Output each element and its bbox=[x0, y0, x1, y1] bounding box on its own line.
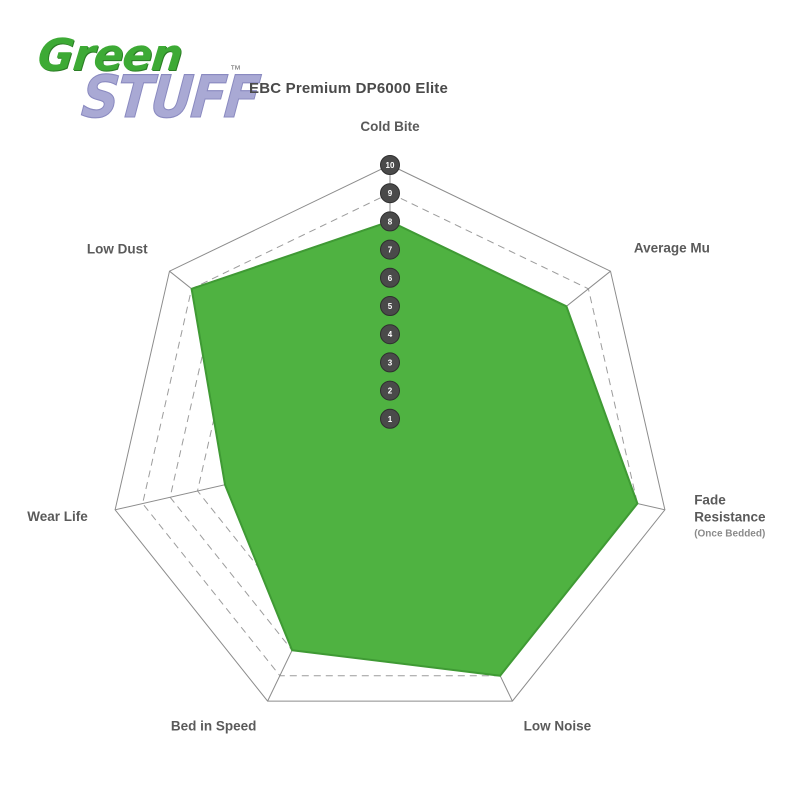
scale-marker-1: 1 bbox=[380, 408, 400, 429]
scale-marker-7: 7 bbox=[380, 239, 400, 260]
scale-marker-10: 10 bbox=[380, 155, 400, 175]
radar-area-fill-0 bbox=[190, 220, 639, 677]
axis-label-low-noise: Low Noise bbox=[524, 719, 592, 734]
scale-marker-label: 5 bbox=[388, 302, 393, 311]
scale-marker-label: 7 bbox=[388, 246, 393, 255]
trademark-symbol: ™ bbox=[230, 64, 241, 76]
axis-label-fade-resistance-line2: Resistance bbox=[694, 509, 766, 524]
scale-marker-label: 6 bbox=[388, 274, 393, 283]
axis-label-average-mu: Average Mu bbox=[634, 241, 710, 256]
page-title: EBC Premium DP6000 Elite bbox=[249, 80, 449, 97]
axis-label-low-dust: Low Dust bbox=[87, 242, 148, 257]
axis-label-cold-bite: Cold Bite bbox=[360, 119, 420, 134]
scale-marker-2: 2 bbox=[380, 380, 400, 401]
scale-markers: 10 9 8 7 6 5 4 bbox=[380, 155, 400, 429]
axis-label-bed-in-speed: Bed in Speed bbox=[171, 719, 257, 734]
radar-series-dp6000 bbox=[190, 220, 639, 677]
scale-marker-label: 2 bbox=[388, 387, 393, 396]
scale-marker-5: 5 bbox=[380, 296, 400, 316]
scale-marker-label: 4 bbox=[388, 330, 393, 339]
scale-marker-6: 6 bbox=[380, 267, 400, 288]
scale-marker-4: 4 bbox=[380, 324, 400, 345]
scale-marker-label: 3 bbox=[388, 358, 393, 367]
axis-label-fade-resistance-note: (Once Bedded) bbox=[694, 528, 765, 539]
axis-label-wear-life: Wear Life bbox=[27, 509, 88, 524]
greenstuff-logo: Green STUFF ™ bbox=[34, 28, 261, 133]
scale-marker-label: 1 bbox=[388, 415, 393, 424]
scale-marker-9: 9 bbox=[380, 183, 400, 204]
axis-labels: Cold Bite Average Mu Fade Resistance (On… bbox=[27, 119, 766, 734]
scale-marker-label: 8 bbox=[388, 217, 393, 226]
scale-marker-8: 8 bbox=[380, 211, 400, 232]
axis-label-fade-resistance-line1: Fade bbox=[694, 492, 726, 507]
scale-marker-3: 3 bbox=[380, 352, 400, 373]
scale-marker-label: 10 bbox=[386, 161, 395, 170]
grid-ring-9 bbox=[142, 192, 638, 677]
grid-ring-10 bbox=[114, 164, 666, 702]
scale-marker-label: 9 bbox=[388, 189, 393, 198]
